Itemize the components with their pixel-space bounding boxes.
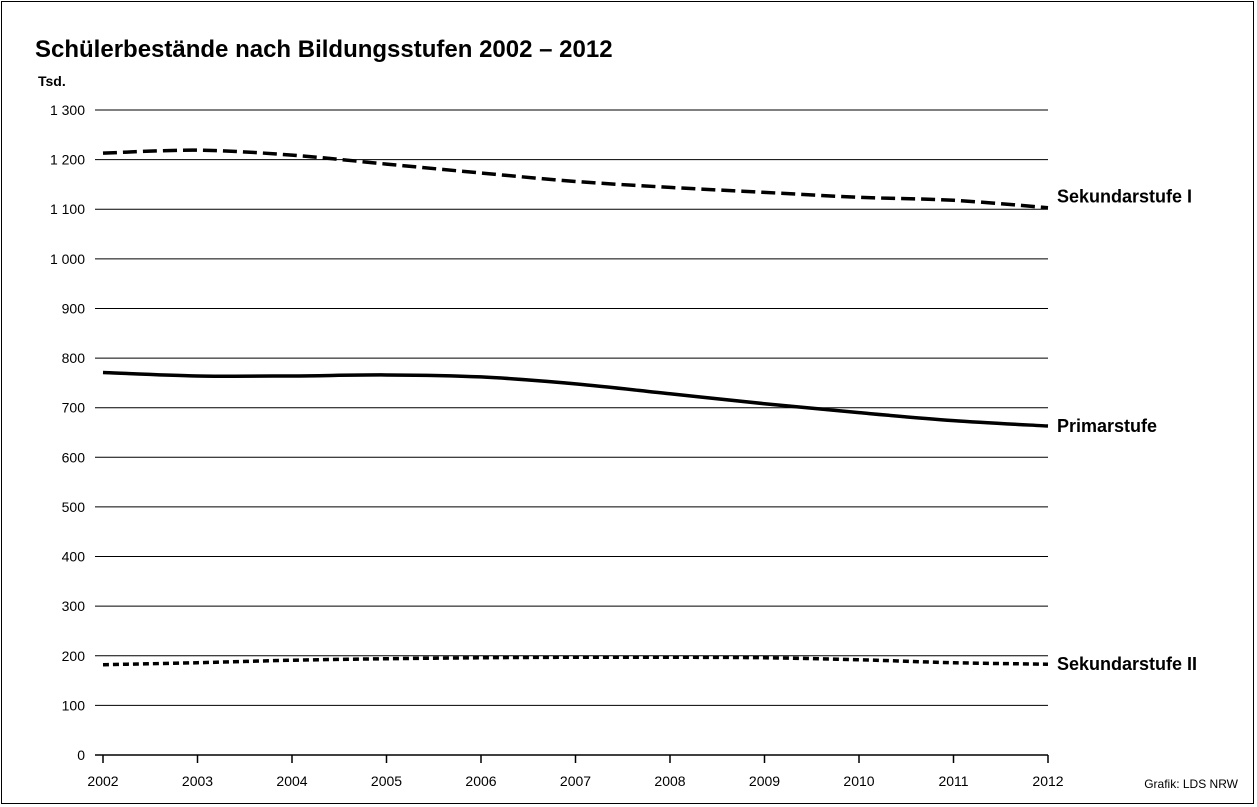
- x-axis: 2002 2003 2004 2005 2006 2007 2008 2009 2010 2011…: [87, 754, 1064, 789]
- y-tick-label: 600: [62, 449, 86, 465]
- x-tick-label: 2008: [654, 773, 685, 789]
- x-tick-label: 2004: [276, 773, 307, 789]
- y-tick-label: 900: [62, 300, 86, 316]
- series-label-2: Sekundarstufe II: [1057, 654, 1197, 674]
- y-tick-label: 1 000: [50, 251, 85, 267]
- y-tick-label: 300: [62, 598, 86, 614]
- y-tick-label: 100: [62, 697, 86, 713]
- x-tick-label: 2010: [843, 773, 874, 789]
- chart-title: Schülerbestände nach Bildungsstufen 2002…: [35, 36, 613, 63]
- y-tick-label: 0: [77, 747, 85, 763]
- y-tick-label: 800: [62, 350, 86, 366]
- grid-lines: [95, 109, 1048, 706]
- x-tick-label: 2006: [465, 773, 496, 789]
- y-tick-label: 1 100: [50, 201, 85, 217]
- series-lines: [102, 148, 1049, 667]
- x-tick-label: 2003: [182, 773, 213, 789]
- series-line-2: [102, 655, 1049, 667]
- x-tick-label: 2009: [749, 773, 780, 789]
- series-labels: Sekundarstufe I Primarstufe Sekundarstufe …: [1057, 187, 1197, 674]
- y-tick-label: 1 200: [50, 152, 85, 168]
- series-line-1: [102, 370, 1049, 428]
- series-label-0: Sekundarstufe I: [1057, 187, 1192, 207]
- y-tick-label: 1 300: [50, 102, 85, 118]
- x-tick-label: 2002: [87, 773, 118, 789]
- y-unit-label: Tsd.: [38, 73, 66, 89]
- y-tick-label: 200: [62, 648, 86, 664]
- x-tick-label: 2011: [938, 773, 968, 789]
- y-tick-label: 500: [62, 499, 86, 515]
- x-tick-label: 2005: [371, 773, 402, 789]
- y-tick-label: 400: [62, 549, 86, 565]
- source-note: Grafik: LDS NRW: [1144, 777, 1238, 791]
- x-tick-label: 2007: [560, 773, 591, 789]
- series-line-0: [102, 148, 1049, 210]
- series-label-1: Primarstufe: [1057, 416, 1157, 436]
- y-tick-labels: 0 100 200 300 400 500 600 700 800 900 1 000 1 100 1 …: [50, 102, 85, 763]
- y-tick-label: 700: [62, 400, 86, 416]
- x-tick-label: 2012: [1032, 773, 1063, 789]
